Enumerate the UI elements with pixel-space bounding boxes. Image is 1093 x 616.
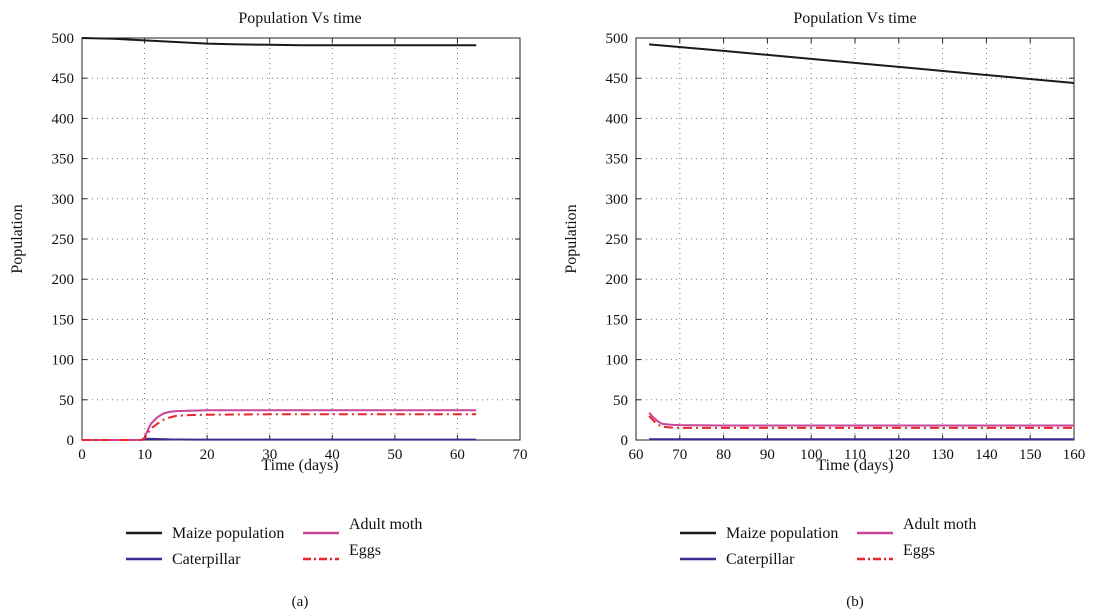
series-line-maize xyxy=(81,37,477,47)
series-line-eggs xyxy=(648,415,1074,429)
panel-label: (b) xyxy=(846,594,864,610)
x-tick-label: 30 xyxy=(262,447,277,463)
panel-label: (a) xyxy=(292,594,309,610)
y-tick-label: 500 xyxy=(606,31,629,47)
x-tick-label: 20 xyxy=(200,447,215,463)
x-tick-label: 80 xyxy=(716,447,731,463)
legend: Maize population Caterpillar Adult moth Egg… xyxy=(680,516,976,568)
x-tick-label: 60 xyxy=(450,447,465,463)
y-tick-label: 400 xyxy=(52,111,75,127)
y-tick-label: 50 xyxy=(59,393,74,409)
x-tick-label: 140 xyxy=(975,447,998,463)
x-tick-label: 50 xyxy=(387,447,402,463)
y-tick-label: 300 xyxy=(606,192,629,208)
x-tick-label: 0 xyxy=(78,447,86,463)
y-tick-label: 300 xyxy=(52,192,75,208)
y-tick-label: 350 xyxy=(606,152,629,168)
series-line-maize xyxy=(649,43,1075,84)
x-tick-label: 130 xyxy=(931,447,954,463)
y-tick-label: 0 xyxy=(621,433,629,449)
y-tick-label: 100 xyxy=(606,353,629,369)
chart-title: Population Vs time xyxy=(238,10,361,27)
plot-area: 60 70 80 90 100 110 120 130 140 150 160 0 50 100 150 20… xyxy=(606,31,1086,463)
x-tick-label: 100 xyxy=(800,447,823,463)
y-tick-label: 250 xyxy=(606,232,629,248)
x-tick-label: 60 xyxy=(629,447,644,463)
x-tick-label: 150 xyxy=(1019,447,1042,463)
chart-panel-b: Population Vs time Time (days) Populatio… xyxy=(563,10,1085,610)
x-tick-label: 40 xyxy=(325,447,340,463)
series-line-eggs xyxy=(82,413,477,441)
x-tick-label: 70 xyxy=(672,447,687,463)
y-axis-title: Population xyxy=(563,204,580,273)
y-tick-label: 200 xyxy=(606,272,629,288)
y-axis-title: Population xyxy=(9,204,26,273)
x-tick-label: 10 xyxy=(137,447,152,463)
x-tick-label: 120 xyxy=(888,447,911,463)
x-tick-label: 110 xyxy=(844,447,866,463)
legend-label-adult-moth: Adult moth xyxy=(903,516,976,533)
legend-label-eggs: Eggs xyxy=(903,542,935,559)
y-tick-label: 100 xyxy=(52,353,75,369)
y-tick-label: 350 xyxy=(52,152,75,168)
x-axis-title: Time (days) xyxy=(261,457,338,474)
legend-label-eggs: Eggs xyxy=(349,542,381,559)
chart-title: Population Vs time xyxy=(793,10,916,27)
y-tick-label: 500 xyxy=(52,31,75,47)
y-tick-label: 450 xyxy=(606,71,629,87)
legend-label-caterpillar: Caterpillar xyxy=(172,551,241,568)
y-tick-label: 450 xyxy=(52,71,75,87)
legend-label-caterpillar: Caterpillar xyxy=(726,551,795,568)
y-tick-label: 0 xyxy=(67,433,75,449)
x-tick-label: 90 xyxy=(760,447,775,463)
legend: Maize population Caterpillar Adult moth Egg… xyxy=(126,516,422,568)
legend-label-maize: Maize population xyxy=(726,525,838,542)
y-tick-label: 250 xyxy=(52,232,75,248)
series-line-adult-moth xyxy=(648,412,1074,427)
x-axis-title: Time (days) xyxy=(816,457,893,474)
y-tick-label: 50 xyxy=(613,393,628,409)
x-tick-label: 70 xyxy=(513,447,528,463)
y-tick-label: 150 xyxy=(52,312,75,328)
plot-area: 0 10 20 30 40 50 60 70 0 50 100 150 200 250 300 350 400 4… xyxy=(52,31,528,463)
y-tick-label: 150 xyxy=(606,312,629,328)
legend-label-maize: Maize population xyxy=(172,525,284,542)
y-tick-label: 400 xyxy=(606,111,629,127)
chart-panel-a: Population Vs time Time (days) Populatio… xyxy=(9,10,528,610)
x-tick-label: 160 xyxy=(1063,447,1086,463)
y-tick-label: 200 xyxy=(52,272,75,288)
legend-label-adult-moth: Adult moth xyxy=(349,516,422,533)
